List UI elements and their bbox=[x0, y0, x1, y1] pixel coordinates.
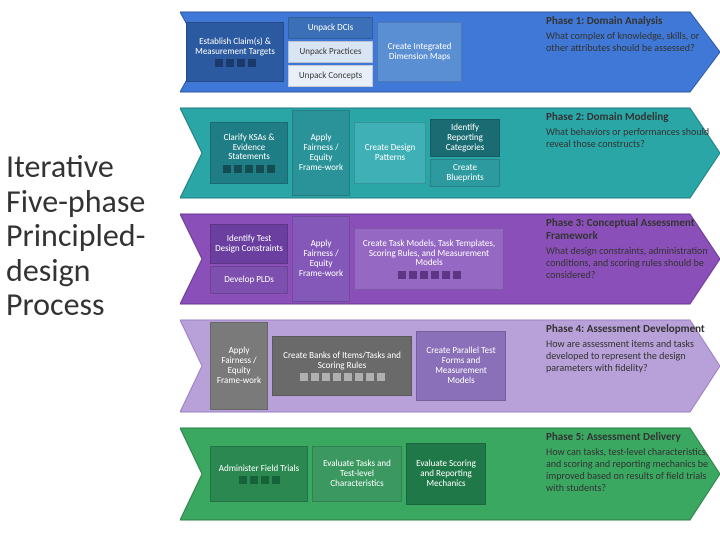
phase-title: Phase 4: Assessment Development bbox=[546, 322, 714, 335]
block-label: Create Integrated Dimension Maps bbox=[382, 42, 457, 62]
process-block: Create Task Models, Task Templates, Scor… bbox=[354, 228, 504, 290]
block-label: Apply Fairness / Equity Frame-work bbox=[215, 346, 263, 386]
process-block: Unpack DCIs bbox=[288, 17, 373, 39]
process-block: Create Design Patterns bbox=[354, 122, 426, 184]
process-block: Apply Fairness / Equity Frame-work bbox=[292, 110, 350, 196]
block-label: Evaluate Scoring and Reporting Mechanics bbox=[411, 459, 481, 489]
block-label: Create Design Patterns bbox=[359, 143, 421, 163]
progress-dots bbox=[239, 476, 280, 484]
blocks-group: Establish Claim(s) & Measurement Targets… bbox=[186, 16, 462, 88]
process-block: Evaluate Scoring and Reporting Mechanics bbox=[406, 443, 486, 505]
process-block: Identify Reporting Categories bbox=[430, 119, 500, 157]
phase-question: What design constraints, administration … bbox=[546, 245, 714, 281]
phase-question: How can tasks, test-level characteristic… bbox=[546, 446, 714, 494]
phase-title: Phase 3: Conceptual Assessment Framework bbox=[546, 216, 714, 242]
phase-title: Phase 5: Assessment Delivery bbox=[546, 430, 714, 443]
process-block: Evaluate Tasks and Test-level Characteri… bbox=[312, 446, 402, 502]
phase-description: Phase 2: Domain Modeling What behaviors o… bbox=[546, 110, 714, 150]
phase-row-2: Clarify KSAs & Evidence Statements Apply … bbox=[0, 104, 720, 202]
block-stack: Identify Test Design ConstraintsDevelop … bbox=[210, 224, 288, 294]
phase-question: What behaviors or performances should re… bbox=[546, 126, 714, 150]
block-label: Apply Fairness / Equity Frame-work bbox=[297, 133, 345, 173]
block-label: Apply Fairness / Equity Frame-work bbox=[297, 239, 345, 279]
phase-question: What complex of knowledge, skills, or ot… bbox=[546, 30, 714, 54]
process-block: Create Parallel Test Forms and Measureme… bbox=[416, 331, 506, 401]
blocks-group: Apply Fairness / Equity Frame-work Create… bbox=[210, 324, 506, 408]
phase-description: Phase 3: Conceptual Assessment Framework… bbox=[546, 216, 714, 281]
phase-title: Phase 1: Domain Analysis bbox=[546, 14, 714, 27]
process-block: Create Integrated Dimension Maps bbox=[377, 22, 462, 82]
phase-row-3: Identify Test Design ConstraintsDevelop … bbox=[0, 210, 720, 308]
process-block: Identify Test Design Constraints bbox=[210, 224, 288, 264]
phase-row-4: Apply Fairness / Equity Frame-work Create… bbox=[0, 316, 720, 416]
process-block: Develop PLDs bbox=[210, 266, 288, 294]
block-label: Create Task Models, Task Templates, Scor… bbox=[359, 239, 499, 269]
process-block: Establish Claim(s) & Measurement Targets bbox=[186, 22, 284, 82]
blocks-group: Administer Field Trials Evaluate Tasks an… bbox=[210, 432, 486, 516]
process-block: Administer Field Trials bbox=[210, 446, 308, 502]
block-label: Create Banks of Items/Tasks and Scoring … bbox=[277, 351, 407, 371]
blocks-group: Clarify KSAs & Evidence Statements Apply … bbox=[210, 112, 500, 194]
phase-row-5: Administer Field Trials Evaluate Tasks an… bbox=[0, 424, 720, 524]
phase-description: Phase 4: Assessment Development How are a… bbox=[546, 322, 714, 374]
process-block: Unpack Concepts bbox=[288, 65, 373, 87]
block-stack: Identify Reporting CategoriesCreate Blue… bbox=[430, 119, 500, 187]
block-stack: Unpack DCIsUnpack PracticesUnpack Concep… bbox=[288, 17, 373, 87]
block-label: Evaluate Tasks and Test-level Characteri… bbox=[317, 459, 397, 489]
progress-dots bbox=[300, 373, 385, 381]
phase-description: Phase 5: Assessment Delivery How can task… bbox=[546, 430, 714, 494]
process-block: Create Blueprints bbox=[430, 159, 500, 187]
block-label: Create Parallel Test Forms and Measureme… bbox=[421, 346, 501, 386]
phase-description: Phase 1: Domain Analysis What complex of … bbox=[546, 14, 714, 54]
phase-row-1: Establish Claim(s) & Measurement Targets… bbox=[0, 8, 720, 96]
block-label: Establish Claim(s) & Measurement Targets bbox=[191, 37, 279, 57]
process-block: Apply Fairness / Equity Frame-work bbox=[210, 322, 268, 410]
block-label: Clarify KSAs & Evidence Statements bbox=[215, 133, 283, 163]
progress-dots bbox=[223, 165, 275, 173]
phase-question: How are assessment items and tasks devel… bbox=[546, 338, 714, 374]
progress-dots bbox=[398, 271, 461, 279]
blocks-group: Identify Test Design ConstraintsDevelop … bbox=[210, 218, 504, 300]
progress-dots bbox=[215, 59, 256, 67]
process-block: Create Banks of Items/Tasks and Scoring … bbox=[272, 336, 412, 396]
block-label: Administer Field Trials bbox=[219, 464, 299, 474]
process-block: Apply Fairness / Equity Frame-work bbox=[292, 216, 350, 302]
process-block: Unpack Practices bbox=[288, 41, 373, 63]
process-block: Clarify KSAs & Evidence Statements bbox=[210, 122, 288, 184]
phase-title: Phase 2: Domain Modeling bbox=[546, 110, 714, 123]
